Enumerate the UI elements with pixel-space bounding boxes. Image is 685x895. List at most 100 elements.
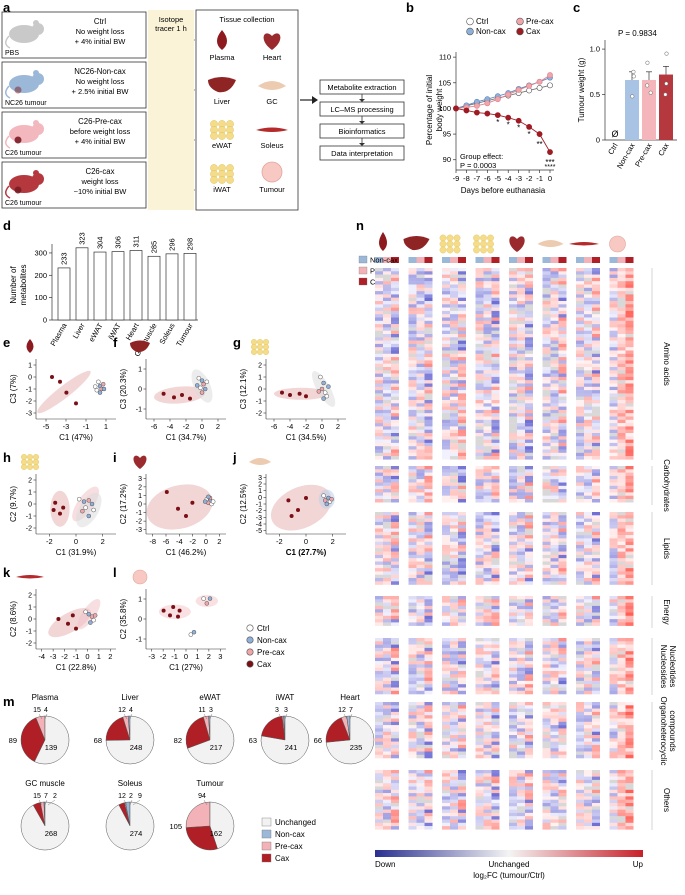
heat-cell — [375, 548, 383, 552]
heat-cell — [626, 535, 634, 539]
heat-cell — [450, 793, 458, 797]
heat-cell — [517, 351, 525, 355]
heat-cell — [543, 712, 551, 716]
heat-cell — [409, 783, 417, 787]
heat-cell — [450, 691, 458, 695]
heat-cell — [375, 565, 383, 569]
b-legend-label: Pre-cax — [526, 17, 554, 26]
heat-cell — [551, 658, 559, 662]
heat-cell — [409, 360, 417, 364]
pca-point-cax — [184, 514, 188, 518]
pca-xtick-label: 2 — [101, 537, 105, 546]
heat-cell — [450, 314, 458, 318]
heat-cell — [543, 288, 551, 292]
heat-cell — [375, 496, 383, 500]
heat-cell — [409, 301, 417, 305]
heat-cell — [543, 294, 551, 298]
heat-cell — [383, 443, 391, 447]
heat-cell — [484, 311, 492, 315]
heat-cell — [425, 489, 433, 493]
liver-organ-icon — [130, 341, 150, 353]
heat-cell — [551, 403, 559, 407]
heat-cell — [517, 715, 525, 719]
heat-cell — [592, 433, 600, 437]
heat-cell — [525, 664, 533, 668]
heat-cell — [484, 613, 492, 617]
heat-cell — [484, 314, 492, 318]
heat-cell — [592, 691, 600, 695]
heat-cell — [383, 603, 391, 607]
heat-cell — [618, 525, 626, 529]
heat-cell — [450, 426, 458, 430]
heat-cell — [417, 321, 425, 325]
heat-cell — [618, 357, 626, 361]
heat-cell — [576, 796, 584, 800]
heat-cell — [543, 390, 551, 394]
heat-cell — [584, 613, 592, 617]
pca-legend-marker — [247, 661, 253, 667]
heat-cell — [592, 327, 600, 331]
heat-cell — [484, 525, 492, 529]
heat-cell — [442, 558, 450, 562]
heat-cell — [551, 777, 559, 781]
heat-cell — [618, 555, 626, 559]
heat-group-header — [442, 257, 450, 263]
heat-cell — [476, 622, 484, 626]
heat-tissue-icon-6 — [569, 242, 599, 246]
heat-cell — [458, 370, 466, 374]
pca-xtick-label: -3 — [63, 422, 70, 431]
heat-cell — [517, 436, 525, 440]
heat-cell — [610, 430, 618, 434]
heat-cell — [476, 719, 484, 723]
heat-cell — [425, 562, 433, 566]
heat-cell — [517, 820, 525, 824]
heat-cell — [442, 370, 450, 374]
heat-cell — [610, 407, 618, 411]
heat-cell — [610, 709, 618, 713]
heat-cell — [492, 742, 500, 746]
tracer-label-1: Isotope — [159, 15, 184, 24]
heat-cell — [618, 745, 626, 749]
heat-cell — [383, 752, 391, 756]
pca-point-group — [98, 391, 102, 395]
heat-cell — [375, 407, 383, 411]
heat-cell — [492, 496, 500, 500]
heat-column-7 — [610, 466, 634, 503]
heat-cell — [383, 545, 391, 549]
heat-column-2 — [442, 268, 466, 460]
heat-cell — [559, 800, 567, 804]
heat-cell — [383, 755, 391, 759]
heat-cell — [450, 581, 458, 585]
heat-cell — [509, 337, 517, 341]
heat-cell — [409, 499, 417, 503]
heat-cell — [458, 709, 466, 713]
heat-cell — [618, 390, 626, 394]
fat-cell-icon — [33, 464, 39, 470]
heat-cell — [610, 555, 618, 559]
heat-scale-title: log₂FC (tumour/Ctrl) — [473, 871, 545, 880]
heat-cell — [492, 522, 500, 526]
heat-cell — [584, 417, 592, 421]
heat-cell — [559, 735, 567, 739]
heat-cell — [543, 440, 551, 444]
heat-cell — [610, 641, 618, 645]
heat-cell — [375, 476, 383, 480]
d-bar-2 — [94, 252, 106, 320]
heat-cell — [417, 351, 425, 355]
heat-cell — [543, 668, 551, 672]
heat-group-header — [576, 257, 584, 263]
heat-cell — [458, 562, 466, 566]
b-p-value: P = 0.0003 — [460, 161, 496, 170]
heat-cell — [442, 770, 450, 774]
heat-cell — [492, 337, 500, 341]
heat-cell — [576, 298, 584, 302]
heat-cell — [610, 545, 618, 549]
heat-cell — [551, 341, 559, 345]
heat-cell — [450, 476, 458, 480]
heat-cell — [559, 803, 567, 807]
heat-cell — [559, 499, 567, 503]
heat-cell — [551, 651, 559, 655]
heat-cell — [442, 525, 450, 529]
heat-cell — [391, 525, 399, 529]
heat-cell — [525, 529, 533, 533]
